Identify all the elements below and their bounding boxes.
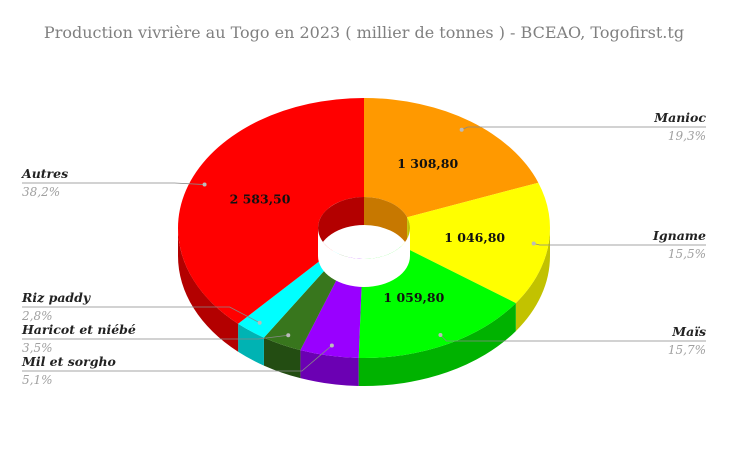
callout: Manioc 19,3% <box>459 110 706 143</box>
pie-side-wall <box>300 350 359 386</box>
pie-slices <box>177 98 550 358</box>
callout: Riz paddy 2,8% <box>21 290 262 325</box>
callout-dot <box>329 343 334 348</box>
pie-value-labels: 1 308,80 1 046,80 1 059,80 2 583,50 <box>230 156 506 305</box>
slice-value-label: 1 308,80 <box>397 156 458 171</box>
pie-side-wall <box>238 323 264 366</box>
pie-slice <box>238 250 340 338</box>
slice-percent: 3,5% <box>22 341 53 355</box>
pie-hole-wall <box>364 197 408 246</box>
callout-line <box>440 334 706 342</box>
slice-percent: 5,1% <box>22 373 53 387</box>
slice-percent: 2,8% <box>21 309 53 323</box>
callout: Maïs 15,7% <box>438 324 706 357</box>
callout-dot <box>286 333 291 338</box>
callout-dot <box>459 127 464 132</box>
pie-slice <box>401 182 550 304</box>
callout-dot <box>202 182 207 187</box>
pie-side-wall <box>263 337 301 379</box>
callout-line <box>22 306 260 324</box>
pie-side-wall <box>178 228 239 352</box>
pie-hole <box>318 228 410 287</box>
callout-line <box>22 345 333 372</box>
slice-percent: 15,5% <box>668 247 706 261</box>
callout: Autres 38,2% <box>21 166 207 199</box>
callout-dot <box>257 320 262 325</box>
slice-label: Autres <box>21 166 68 181</box>
slice-label: Maïs <box>671 324 706 339</box>
slice-label: Haricot et niébé <box>21 322 136 337</box>
pie-slice <box>364 98 539 218</box>
pie-side-wall <box>515 228 550 332</box>
slice-percent: 38,2% <box>22 185 60 199</box>
callout: Haricot et niébé 3,5% <box>21 322 291 355</box>
callout-line <box>22 334 289 340</box>
slice-label: Riz paddy <box>21 290 91 305</box>
callout-dot <box>531 241 536 246</box>
callout: Igname 15,5% <box>531 228 706 261</box>
slice-label: Igname <box>652 228 706 243</box>
slice-value-label: 1 059,80 <box>383 290 444 305</box>
slice-label: Manioc <box>653 110 706 125</box>
slice-percent: 15,7% <box>668 343 706 357</box>
callout: Mil et sorgho 5,1% <box>21 343 334 387</box>
pie-slice <box>263 254 349 351</box>
callout-line <box>461 126 706 131</box>
slice-value-label: 2 583,50 <box>230 192 291 207</box>
pie-sides <box>178 228 550 386</box>
slice-value-label: 1 046,80 <box>444 230 505 245</box>
pie-side-wall <box>358 303 516 386</box>
callout-line <box>22 182 205 185</box>
slice-percent: 19,3% <box>668 129 706 143</box>
pie-callouts: Manioc 19,3% Igname 15,5% Maïs 15,7% Mil et so… <box>21 110 706 387</box>
chart-title: Production vivrière au Togo en 2023 ( mi… <box>44 23 684 42</box>
callout-dot <box>438 333 443 338</box>
pie-hole-wall <box>318 197 364 256</box>
callout-line <box>533 243 706 246</box>
slice-label: Mil et sorgho <box>21 354 116 369</box>
pie-slice <box>177 98 364 324</box>
